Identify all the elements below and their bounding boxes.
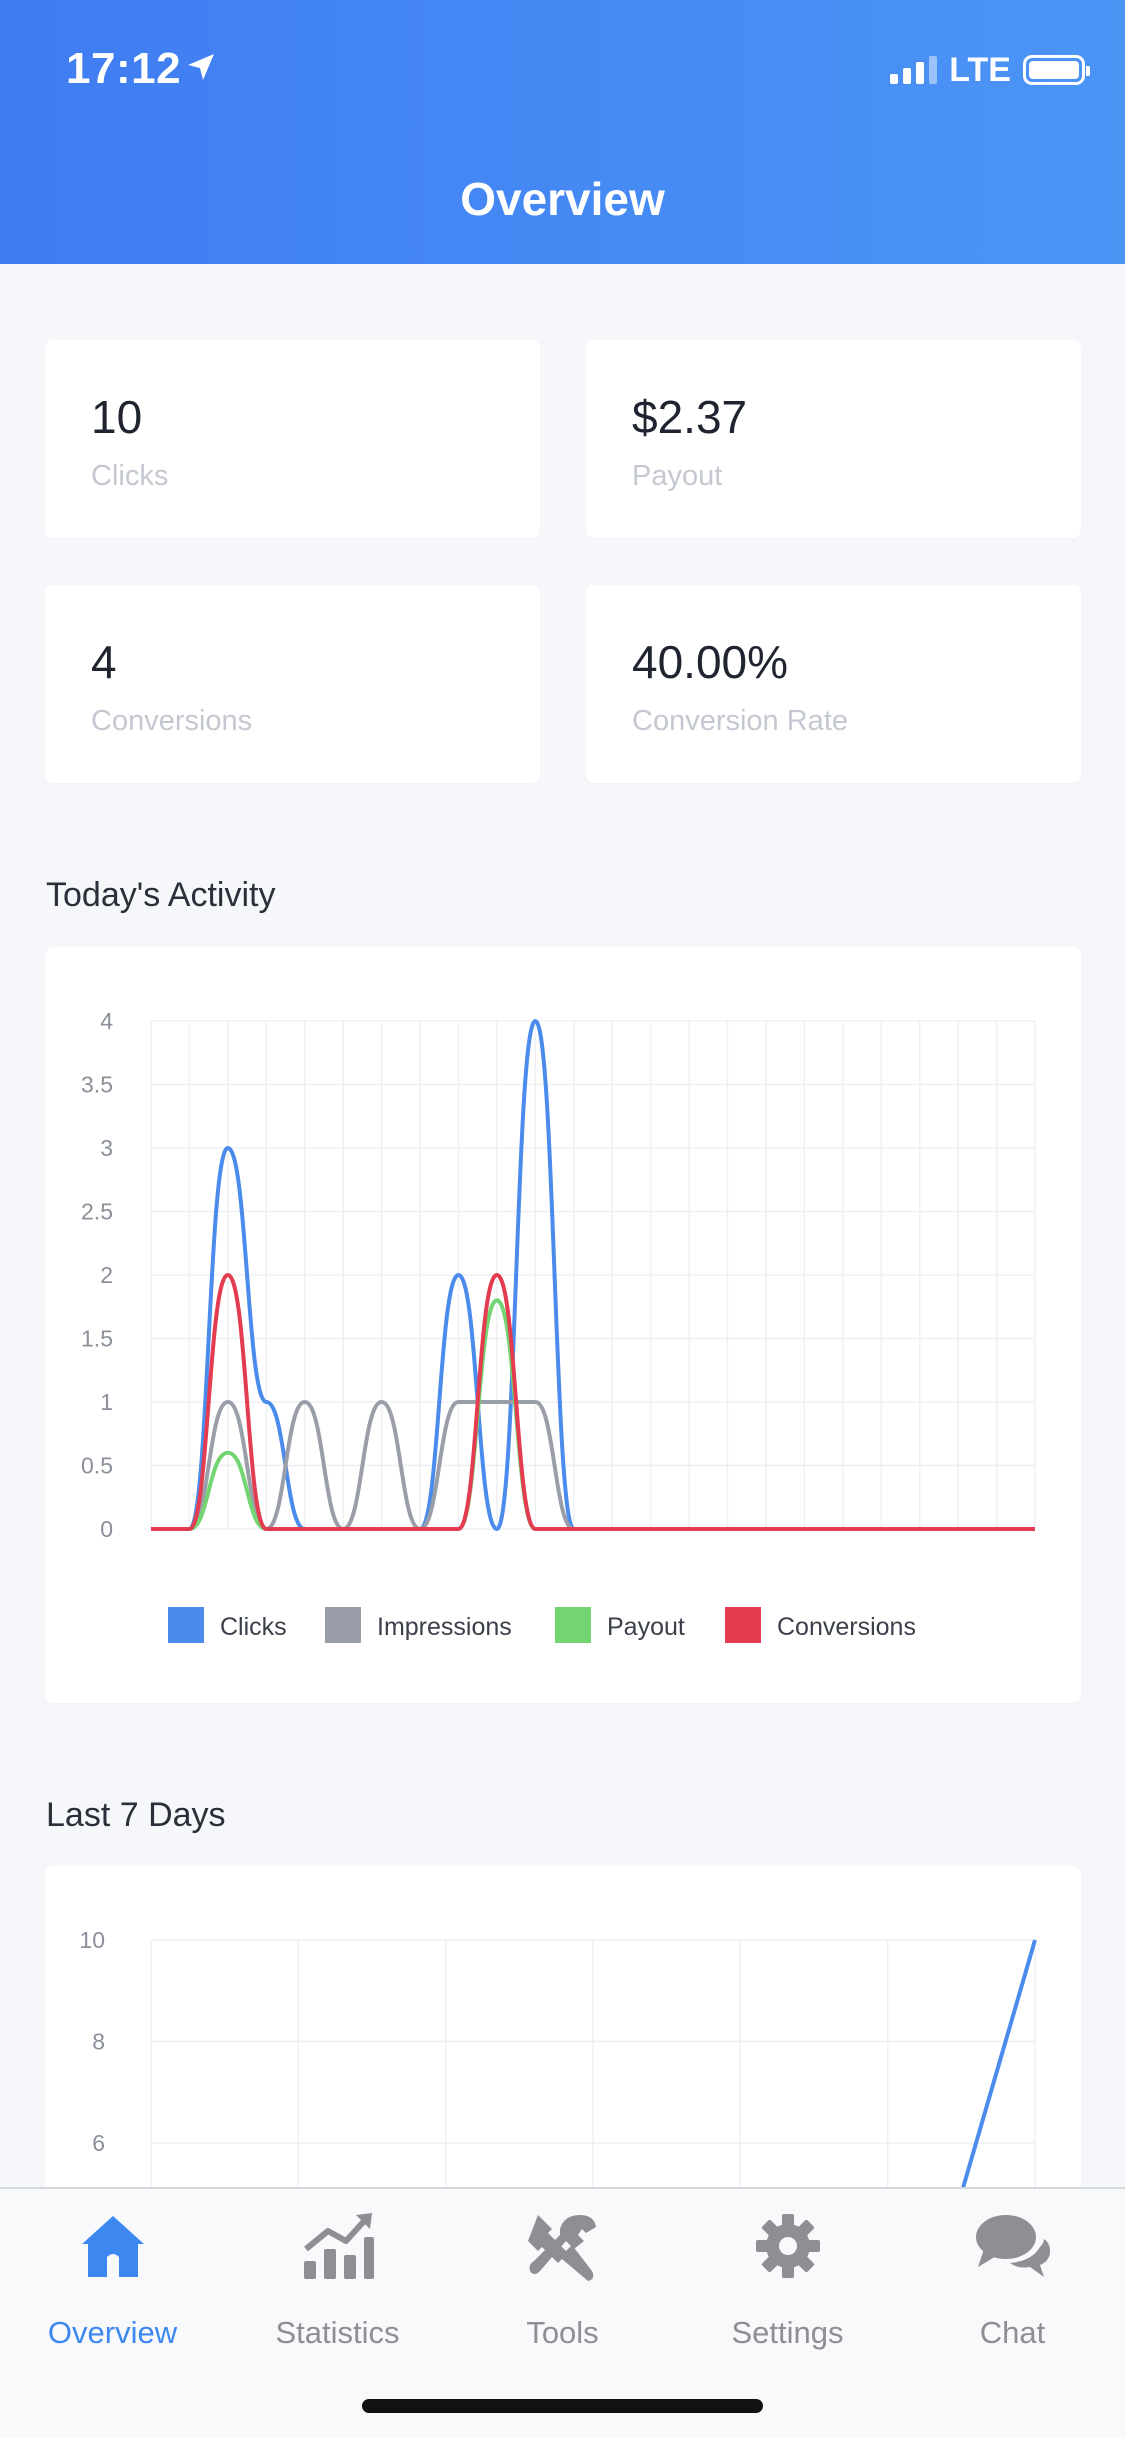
last-7-days-chart: 6 8 10 — [79, 1927, 1037, 2196]
stat-label: Clicks — [91, 460, 169, 492]
last7-chart-card: 6 8 10 — [45, 1866, 1081, 2196]
y-tick-label: 2.5 — [81, 1199, 113, 1225]
statistics-icon — [303, 2213, 374, 2279]
y-tick-label: 0.5 — [81, 1453, 113, 1479]
y-tick-label: 4 — [100, 1008, 113, 1034]
stat-value: 4 — [91, 636, 117, 688]
stat-card-conversion-rate: 40.00% Conversion Rate — [586, 585, 1081, 783]
page-title: Overview — [460, 173, 665, 225]
legend-label: Payout — [607, 1613, 685, 1641]
tab-statistics[interactable]: Statistics — [225, 2211, 450, 2351]
series-line-conversions — [150, 1272, 1035, 1531]
tab-label: Overview — [47, 2315, 178, 2350]
stat-value: $2.37 — [632, 391, 748, 443]
tab-label: Settings — [731, 2315, 844, 2350]
tools-icon — [527, 2215, 596, 2281]
y-tick-label: 0 — [100, 1516, 113, 1542]
stat-card-clicks: 10 Clicks — [45, 340, 540, 538]
chat-icon — [975, 2215, 1050, 2277]
stat-value: 10 — [91, 391, 143, 443]
status-time: 17:12 — [66, 44, 182, 93]
home-icon — [81, 2216, 144, 2277]
home-indicator — [362, 2399, 763, 2413]
stat-card-conversions: 4 Conversions — [45, 585, 540, 783]
tab-settings[interactable]: Settings — [675, 2211, 900, 2351]
y-tick-label: 3.5 — [81, 1072, 113, 1098]
tab-bar: Overview Statistics Tools — [0, 2187, 1125, 2438]
app-header: 17:12 LTE Overview — [0, 0, 1125, 264]
tab-label: Chat — [979, 2315, 1046, 2350]
today-activity-chart: 0 0.5 1 1.5 2 2.5 3 3.5 4 Clicks Impressions Payout… — [81, 1008, 1036, 1643]
legend-item-payout: Payout — [555, 1607, 685, 1643]
signal-icon — [890, 56, 938, 84]
y-tick-label: 8 — [92, 2029, 105, 2055]
battery-icon — [1023, 55, 1090, 85]
y-tick-label: 1.5 — [81, 1326, 113, 1352]
y-tick-label: 1 — [100, 1389, 113, 1415]
network-type: LTE — [949, 50, 1011, 89]
tab-label: Tools — [526, 2315, 599, 2350]
legend-swatch — [168, 1607, 204, 1643]
y-tick-label: 6 — [92, 2130, 105, 2156]
legend-item-conversions: Conversions — [725, 1607, 916, 1643]
y-tick-label: 2 — [100, 1262, 113, 1288]
today-chart-card: 0 0.5 1 1.5 2 2.5 3 3.5 4 Clicks Impressions Payout… — [45, 947, 1081, 1703]
legend-label: Clicks — [220, 1613, 287, 1641]
legend-label: Conversions — [777, 1613, 916, 1641]
section-title-last7: Last 7 Days — [46, 1796, 226, 1834]
legend-item-impressions: Impressions — [325, 1607, 512, 1643]
stat-value: 40.00% — [632, 636, 789, 688]
tab-label: Statistics — [275, 2315, 400, 2350]
legend-label: Impressions — [377, 1613, 512, 1641]
status-right: LTE — [890, 48, 1090, 92]
legend-swatch — [555, 1607, 591, 1643]
stat-label: Conversions — [91, 705, 253, 737]
stat-card-payout: $2.37 Payout — [586, 340, 1081, 538]
legend-item-clicks: Clicks — [168, 1607, 287, 1643]
stat-label: Payout — [632, 460, 723, 492]
tab-chat[interactable]: Chat — [900, 2211, 1125, 2351]
gear-icon — [755, 2214, 820, 2278]
series-line-payout — [150, 1298, 1035, 1531]
y-tick-label: 10 — [79, 1927, 105, 1953]
stat-label: Conversion Rate — [632, 705, 848, 737]
legend-swatch — [725, 1607, 761, 1643]
legend-swatch — [325, 1607, 361, 1643]
y-tick-label: 3 — [100, 1135, 113, 1161]
location-arrow-icon — [188, 54, 214, 80]
tab-overview[interactable]: Overview — [0, 2211, 225, 2351]
tab-tools[interactable]: Tools — [450, 2211, 675, 2351]
section-title-today: Today's Activity — [46, 876, 276, 914]
